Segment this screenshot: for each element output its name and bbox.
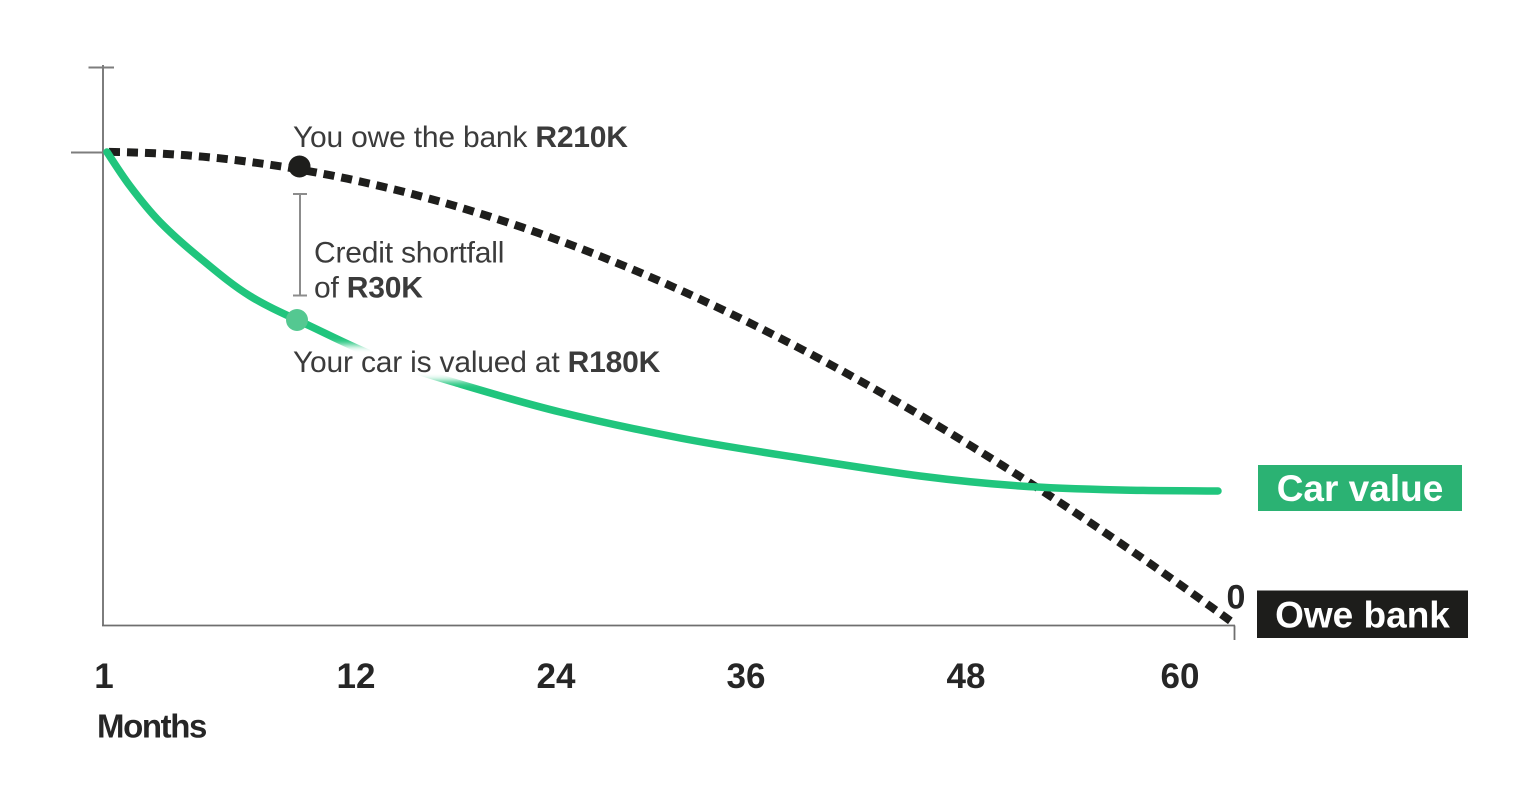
svg-text:36: 36 bbox=[727, 657, 766, 696]
svg-text:Months: Months bbox=[97, 708, 206, 745]
svg-text:Credit shortfall: Credit shortfall bbox=[314, 237, 504, 270]
svg-text:Your car is valued at R180K: Your car is valued at R180K bbox=[293, 346, 661, 379]
svg-text:0: 0 bbox=[1227, 579, 1246, 617]
svg-text:Car value: Car value bbox=[1277, 468, 1444, 509]
svg-text:60: 60 bbox=[1161, 657, 1200, 696]
svg-text:48: 48 bbox=[947, 657, 986, 696]
svg-text:Owe bank: Owe bank bbox=[1275, 595, 1450, 636]
svg-text:24: 24 bbox=[537, 657, 576, 696]
svg-text:You owe the bank R210K: You owe the bank R210K bbox=[293, 121, 628, 154]
svg-text:of R30K: of R30K bbox=[314, 272, 423, 305]
svg-text:1: 1 bbox=[94, 657, 113, 696]
svg-text:12: 12 bbox=[337, 657, 376, 696]
